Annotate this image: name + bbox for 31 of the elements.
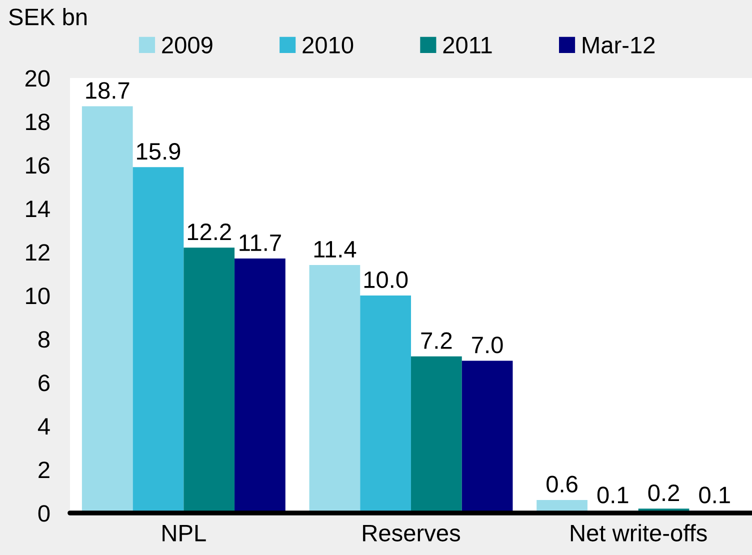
data-label: 0.1 [699, 486, 730, 504]
y-tick-label: 8 [38, 331, 50, 348]
legend-label: 2011 [443, 36, 492, 54]
data-label: 0.1 [597, 486, 628, 504]
y-tick-label: 6 [38, 374, 50, 392]
data-label: 15.9 [137, 143, 180, 160]
legend-label: Mar-12 [582, 36, 655, 54]
y-tick-label: 18 [26, 114, 50, 130]
y-axis-title: SEK bn [9, 8, 87, 26]
data-label: 7.0 [472, 336, 503, 354]
x-tick-label: Net write-offs [570, 524, 707, 542]
data-label: 10.0 [364, 271, 408, 288]
data-label: 18.7 [86, 82, 130, 99]
data-label: 0.6 [546, 476, 578, 493]
data-label: 7.2 [421, 332, 452, 349]
data-label: 11.4 [314, 241, 356, 258]
y-tick-label: 12 [26, 244, 50, 261]
y-tick-label: 16 [26, 157, 50, 174]
legend-label: 2010 [302, 36, 354, 54]
legend-label: 2009 [162, 36, 212, 54]
y-tick-label: 2 [38, 462, 50, 478]
y-tick-label: 10 [26, 288, 50, 304]
data-label: 0.2 [648, 484, 679, 502]
y-tick-label: 14 [26, 200, 50, 218]
x-tick-label: NPL [162, 524, 206, 542]
y-tick-label: 20 [25, 70, 50, 87]
y-tick-label: 4 [38, 418, 50, 435]
data-label: 12.2 [188, 223, 231, 240]
x-tick-label: Reserves [363, 524, 460, 542]
data-label: 11.7 [240, 234, 281, 251]
y-tick-label: 0 [38, 505, 50, 522]
